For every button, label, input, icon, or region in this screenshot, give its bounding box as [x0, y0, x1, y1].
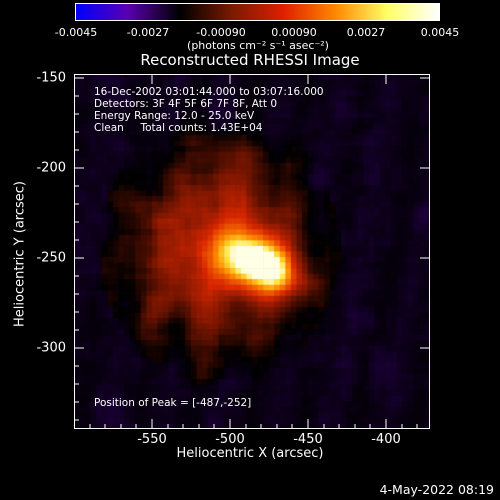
x-axis-label: Heliocentric X (arcsec) — [176, 446, 324, 461]
y-tick-label: -300 — [36, 340, 66, 356]
colorbar-tick: 0.0045 — [420, 26, 460, 39]
y-axis-label: Heliocentric Y (arcsec) — [12, 181, 28, 327]
colorbar-tick: -0.0045 — [54, 26, 98, 39]
axis-ticks — [74, 74, 430, 429]
colorbar-ticks: -0.0045 -0.0027 -0.00090 0.00090 0.0027 … — [0, 0, 500, 60]
peak-position: Position of Peak = [-487,-252] — [94, 397, 252, 409]
colorbar-tick: 0.00090 — [271, 26, 317, 39]
colorbar-tick: 0.0027 — [346, 26, 386, 39]
datestamp: 4-May-2022 08:19 — [379, 482, 494, 497]
y-tick-label: -250 — [36, 250, 66, 266]
x-tick-label: -400 — [371, 432, 401, 447]
info-energy-range: Energy Range: 12.0 - 25.0 keV — [94, 110, 255, 122]
solar-flare-image — [74, 74, 430, 429]
info-clean-counts: Clean Total counts: 1.43E+04 — [94, 122, 263, 134]
x-tick-label: -550 — [137, 432, 167, 447]
info-time-range: 16-Dec-2002 03:01:44.000 to 03:07:16.000 — [94, 86, 324, 98]
colorbar — [75, 3, 440, 21]
colorbar-tick: -0.0027 — [126, 26, 170, 39]
info-detectors: Detectors: 3F 4F 5F 6F 7F 8F, Att 0 — [94, 98, 278, 110]
plot-frame — [74, 74, 430, 429]
colorbar-tick: -0.00090 — [196, 26, 246, 39]
y-tick-label: -200 — [36, 160, 66, 176]
y-tick-label: -150 — [36, 70, 66, 86]
plot-title: Reconstructed RHESSI Image — [140, 51, 360, 69]
colorbar-units: (photons cm⁻² s⁻¹ asec⁻²) — [187, 39, 329, 52]
x-tick-label: -450 — [293, 432, 323, 447]
x-tick-label: -500 — [215, 432, 245, 447]
